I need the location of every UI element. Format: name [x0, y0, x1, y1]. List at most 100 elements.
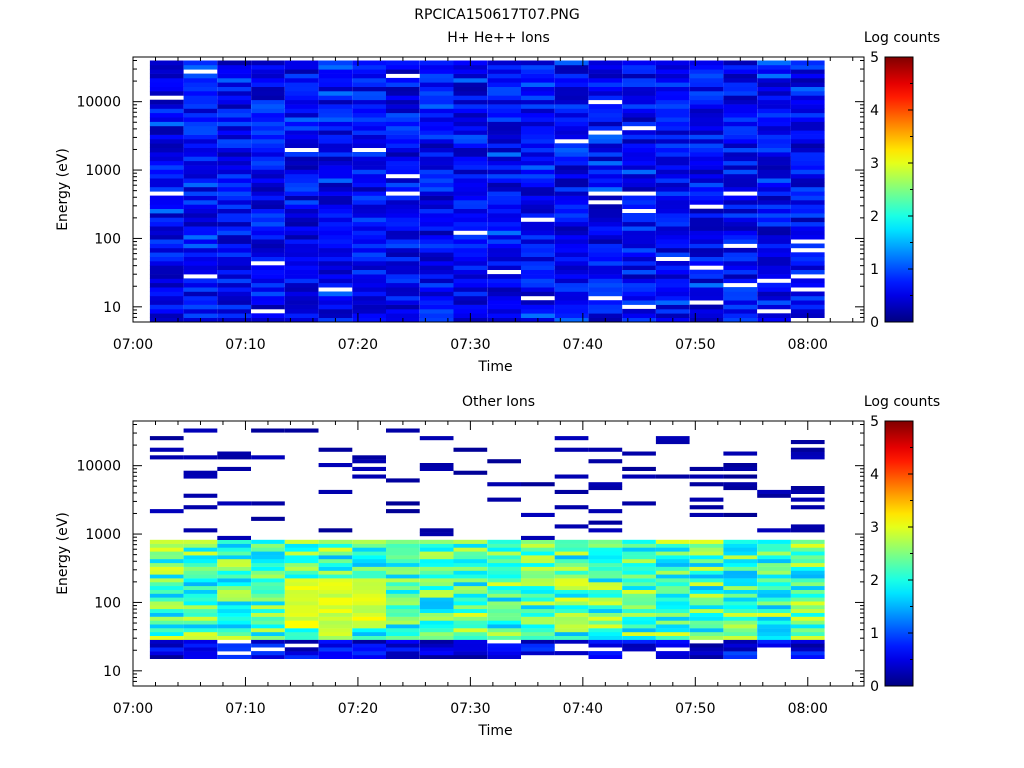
spectrogram-cell: [723, 643, 758, 648]
spectrogram-cell: [217, 138, 251, 144]
spectrogram-cell: [521, 208, 555, 214]
spectrogram-cell: [790, 182, 825, 188]
spectrogram-cell: [453, 589, 488, 594]
spectrogram-cell: [419, 117, 454, 122]
spectrogram-cell: [217, 64, 251, 70]
spectrogram-cell: [757, 574, 791, 579]
spectrogram-cell: [689, 117, 724, 122]
spectrogram-cell: [419, 226, 454, 231]
spectrogram-cell: [723, 562, 758, 567]
spectrogram-cell: [419, 635, 454, 640]
spectrogram-cell: [217, 574, 251, 579]
spectrogram-cell: [149, 269, 184, 275]
spectrogram-cell: [521, 570, 555, 575]
spectrogram-cell: [284, 234, 319, 240]
spectrogram-cell: [149, 73, 184, 79]
spectrogram-cell: [453, 620, 488, 625]
spectrogram-cell: [588, 82, 623, 87]
spectrogram-cell: [790, 489, 825, 494]
spectrogram-cell: [757, 559, 791, 564]
spectrogram-cell: [622, 566, 656, 571]
spectrogram-cell: [183, 152, 218, 157]
spectrogram-cell: [723, 256, 758, 262]
spectrogram-cell: [284, 221, 319, 227]
spectrogram-cell: [554, 95, 589, 101]
spectrogram-cell: [453, 597, 488, 602]
spectrogram-cell: [386, 234, 420, 240]
spectrogram-cell: [554, 291, 589, 297]
spectrogram-cell: [183, 300, 218, 305]
colorbar-tick-label: 0: [870, 679, 879, 695]
spectrogram-cell: [149, 160, 184, 166]
spectrogram-cell: [217, 69, 251, 74]
spectrogram-cell: [757, 117, 791, 122]
spectrogram-cell: [217, 256, 251, 262]
spectrogram-cell: [183, 470, 218, 475]
spectrogram-cell: [588, 287, 623, 292]
spectrogram-cell: [453, 173, 488, 179]
spectrogram-cell: [757, 313, 791, 318]
spectrogram-cell: [689, 134, 724, 140]
spectrogram-cell: [554, 121, 589, 127]
spectrogram-cell: [757, 282, 791, 288]
spectrogram-cell: [655, 247, 690, 253]
spectrogram-cell: [487, 60, 521, 66]
spectrogram-cell: [689, 274, 724, 279]
spectrogram-cell: [419, 138, 454, 144]
spectrogram-cell: [217, 547, 251, 552]
spectrogram-cell: [790, 601, 825, 606]
spectrogram-cell: [689, 247, 724, 253]
spectrogram-cell: [655, 574, 690, 579]
spectrogram-cell: [419, 86, 454, 92]
spectrogram-cell: [588, 217, 623, 223]
spectrogram-cell: [554, 597, 589, 602]
spectrogram-cell: [689, 512, 724, 517]
spectrogram-cell: [352, 234, 386, 240]
spectrogram-cell: [487, 282, 521, 288]
spectrogram-cell: [790, 125, 825, 131]
colorbar-label: Log counts: [864, 30, 940, 46]
spectrogram-cell: [689, 82, 724, 87]
spectrogram-cell: [655, 234, 690, 240]
spectrogram-cell: [588, 269, 623, 275]
spectrogram-cell: [757, 601, 791, 606]
spectrogram-cell: [149, 265, 184, 270]
spectrogram-cell: [284, 130, 319, 135]
spectrogram-cell: [318, 313, 353, 318]
spectrogram-cell: [757, 186, 791, 192]
spectrogram-cell: [149, 125, 184, 131]
spectrogram-cell: [453, 143, 488, 148]
spectrogram-cell: [655, 108, 690, 114]
spectrogram-cell: [487, 647, 521, 652]
spectrogram-cell: [217, 169, 251, 175]
spectrogram-cell: [554, 104, 589, 109]
spectrogram-cell: [723, 287, 758, 292]
spectrogram-cell: [149, 130, 184, 135]
spectrogram-cell: [487, 287, 521, 292]
spectrogram-cell: [183, 134, 218, 140]
spectrogram-cell: [453, 77, 488, 83]
spectrogram-cell: [655, 117, 690, 122]
spectrogram-cell: [284, 566, 319, 571]
spectrogram-cell: [284, 291, 319, 297]
spectrogram-cell: [183, 539, 218, 544]
spectrogram-cell: [622, 282, 656, 288]
spectrogram-cell: [183, 200, 218, 205]
spectrogram-cell: [655, 95, 690, 101]
spectrogram-cell: [419, 108, 454, 114]
spectrogram-cell: [790, 505, 825, 510]
spectrogram-cell: [588, 64, 623, 70]
spectrogram-cell: [757, 274, 791, 279]
spectrogram-cell: [554, 77, 589, 83]
spectrogram-cell: [622, 624, 656, 629]
spectrogram-cell: [183, 474, 218, 479]
spectrogram-cell: [521, 616, 555, 621]
spectrogram-cell: [318, 489, 353, 494]
spectrogram-cell: [689, 252, 724, 257]
spectrogram-cell: [453, 304, 488, 310]
spectrogram-cell: [521, 547, 555, 552]
spectrogram-cell: [622, 147, 656, 153]
spectrogram-cell: [757, 585, 791, 590]
spectrogram-cell: [284, 282, 319, 288]
